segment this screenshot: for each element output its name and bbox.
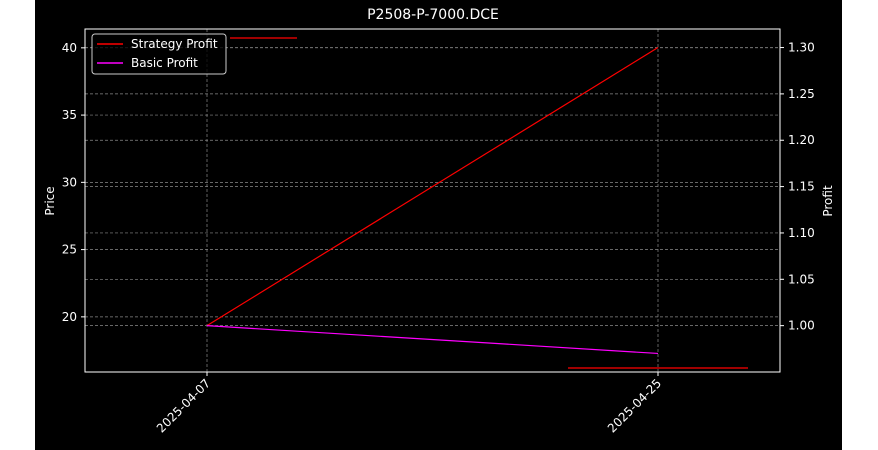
legend-box — [91, 33, 227, 75]
y-tick-label: 35 — [62, 108, 77, 122]
chart-svg: 20 25 30 35 40 1.00 1.05 1.10 1.15 1.20 1.25 1.30 20… — [43, 7, 835, 435]
chart-figure: 20 25 30 35 40 1.00 1.05 1.10 1.15 1.20 1.25 1.30 20… — [35, 0, 842, 450]
y-tick-label: 40 — [62, 41, 77, 55]
series-line-2 — [206, 325, 659, 355]
axes: 20 25 30 35 40 1.00 1.05 1.10 1.15 1.20 1.25 1.30 20… — [62, 28, 815, 435]
grid — [85, 29, 780, 372]
x-tick-label: 2025-04-07 — [154, 376, 213, 435]
y2-tick-label: 1.15 — [788, 180, 815, 194]
y2-tick-label: 1.05 — [788, 272, 815, 286]
legend-label: Basic Profit — [131, 56, 198, 70]
plot-frame — [84, 28, 781, 373]
chart-title: P2508-P-7000.DCE — [367, 7, 499, 23]
y-tick-label: 20 — [62, 310, 77, 324]
y2-tick-label: 1.20 — [788, 133, 815, 147]
legend: Strategy Profit Basic Profit — [91, 33, 227, 75]
series-lines — [206, 37, 748, 369]
y-tick-label: 25 — [62, 243, 77, 257]
y2-axis-label: Profit — [821, 185, 835, 217]
x-tick-label: 2025-04-25 — [605, 376, 664, 435]
y2-tick-label: 1.10 — [788, 226, 815, 240]
y2-tick-label: 1.30 — [788, 41, 815, 55]
y2-tick-label: 1.25 — [788, 87, 815, 101]
series-line-1 — [206, 47, 659, 327]
legend-label: Strategy Profit — [131, 37, 218, 51]
y-axis-label: Price — [43, 186, 57, 215]
y-tick-label: 30 — [62, 175, 77, 189]
y2-tick-label: 1.00 — [788, 319, 815, 333]
